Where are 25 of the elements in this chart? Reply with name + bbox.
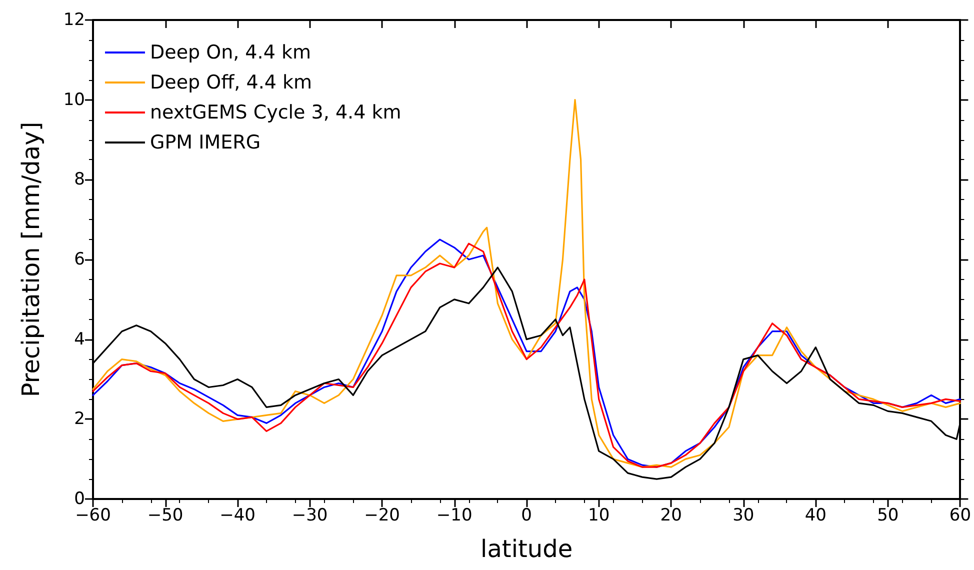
y-tick-label: 8 xyxy=(74,170,85,190)
x-tick-label: −10 xyxy=(436,506,472,526)
x-tick-label: 40 xyxy=(804,506,826,526)
y-axis-title: Precipitation [mm/day] xyxy=(17,122,45,398)
legend-label: GPM IMERG xyxy=(150,132,261,154)
x-axis-title: latitude xyxy=(480,535,573,563)
x-tick-label: −30 xyxy=(292,506,328,526)
x-tick-label: −50 xyxy=(147,506,184,526)
y-tick-label: 2 xyxy=(74,409,85,430)
x-tick-label: 10 xyxy=(588,506,610,526)
legend-label: Deep On, 4.4 km xyxy=(150,42,311,64)
x-tick-label: −40 xyxy=(220,506,256,526)
legend-label: nextGEMS Cycle 3, 4.4 km xyxy=(150,102,402,124)
x-tick-label: −20 xyxy=(364,506,400,526)
x-tick-label: 20 xyxy=(660,506,682,526)
legend-label: Deep Off, 4.4 km xyxy=(150,72,312,94)
x-tick-label: 60 xyxy=(949,506,972,526)
y-tick-label: 4 xyxy=(74,329,85,350)
x-tick-label: 50 xyxy=(877,506,899,526)
y-tick-label: 6 xyxy=(74,250,85,270)
x-tick-label: 30 xyxy=(732,506,754,526)
x-tick-label: 0 xyxy=(521,506,532,526)
y-tick-label: 10 xyxy=(63,90,85,110)
line-series xyxy=(92,99,961,468)
y-tick-label: 12 xyxy=(63,10,85,30)
